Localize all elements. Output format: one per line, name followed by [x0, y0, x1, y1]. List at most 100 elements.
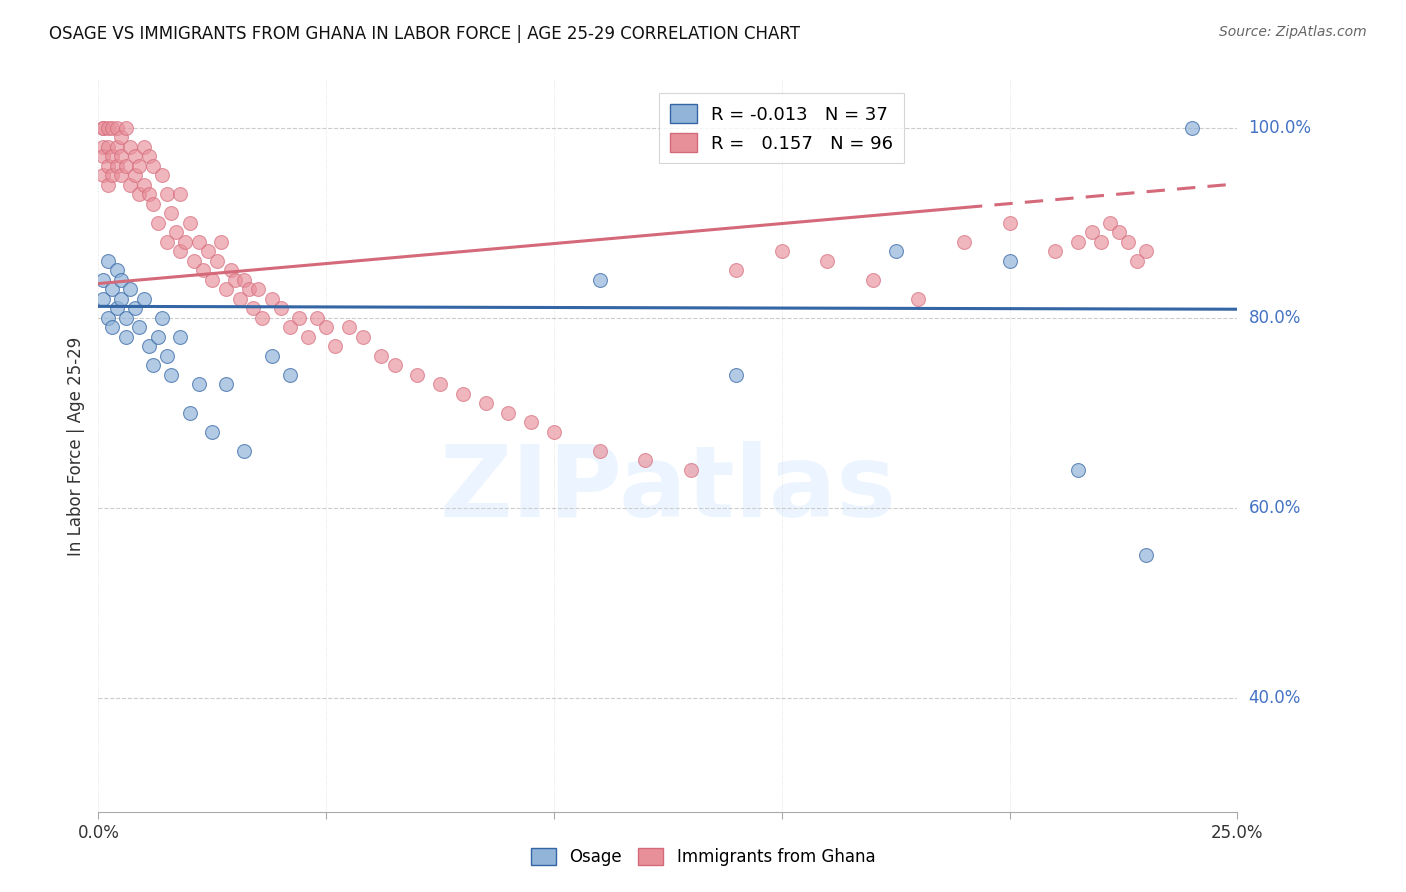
Point: [179, 406, 201, 420]
Point: [101, 282, 124, 296]
Point: [91, 120, 114, 135]
Point: [156, 349, 179, 363]
Point: [96, 140, 118, 154]
Point: [205, 253, 228, 268]
Point: [91, 292, 114, 306]
Point: [124, 301, 146, 316]
Point: [451, 386, 474, 401]
Point: [128, 187, 150, 202]
Point: [1098, 216, 1121, 230]
Point: [110, 130, 132, 145]
Point: [124, 168, 146, 182]
Point: [132, 140, 155, 154]
Point: [270, 301, 292, 316]
Point: [209, 235, 232, 249]
Point: [114, 120, 136, 135]
Point: [323, 339, 346, 353]
Point: [91, 140, 114, 154]
Point: [160, 368, 183, 382]
Point: [101, 168, 124, 182]
Point: [337, 320, 360, 334]
Point: [634, 453, 657, 467]
Text: 80.0%: 80.0%: [1249, 309, 1301, 326]
Point: [238, 282, 260, 296]
Point: [1080, 225, 1102, 239]
Point: [110, 168, 132, 182]
Point: [1108, 225, 1130, 239]
Point: [884, 244, 907, 259]
Point: [406, 368, 429, 382]
Point: [169, 330, 191, 344]
Point: [588, 443, 610, 458]
Point: [156, 187, 179, 202]
Point: [242, 301, 264, 316]
Point: [520, 415, 543, 429]
Point: [101, 149, 124, 163]
Point: [384, 358, 406, 372]
Point: [124, 149, 146, 163]
Point: [233, 273, 256, 287]
Point: [543, 425, 565, 439]
Point: [474, 396, 496, 410]
Point: [252, 310, 274, 325]
Point: [96, 159, 118, 173]
Point: [138, 149, 160, 163]
Point: [193, 263, 215, 277]
Point: [260, 349, 283, 363]
Point: [725, 263, 748, 277]
Point: [228, 292, 250, 306]
Point: [429, 377, 451, 392]
Point: [138, 339, 160, 353]
Point: [1181, 120, 1204, 135]
Point: [128, 159, 150, 173]
Legend: R = -0.013   N = 37, R =   0.157   N = 96: R = -0.013 N = 37, R = 0.157 N = 96: [659, 93, 904, 163]
Point: [142, 159, 165, 173]
Point: [1135, 548, 1157, 562]
Point: [96, 253, 118, 268]
Point: [1135, 244, 1157, 259]
Point: [1116, 235, 1139, 249]
Point: [179, 216, 201, 230]
Point: [169, 187, 191, 202]
Point: [278, 320, 301, 334]
Text: 60.0%: 60.0%: [1249, 499, 1301, 516]
Point: [219, 263, 242, 277]
Point: [998, 216, 1021, 230]
Point: [498, 406, 520, 420]
Text: 100.0%: 100.0%: [1249, 119, 1312, 136]
Point: [215, 377, 238, 392]
Point: [183, 253, 205, 268]
Point: [146, 330, 169, 344]
Point: [105, 263, 128, 277]
Point: [224, 273, 246, 287]
Point: [156, 235, 179, 249]
Point: [105, 301, 128, 316]
Point: [352, 330, 374, 344]
Point: [278, 368, 301, 382]
Point: [165, 225, 187, 239]
Point: [1090, 235, 1112, 249]
Legend: Osage, Immigrants from Ghana: Osage, Immigrants from Ghana: [524, 841, 882, 873]
Point: [160, 206, 183, 220]
Point: [169, 244, 191, 259]
Point: [1067, 235, 1090, 249]
Point: [128, 320, 150, 334]
Point: [1067, 463, 1090, 477]
Point: [120, 282, 142, 296]
Point: [1043, 244, 1066, 259]
Point: [201, 273, 224, 287]
Point: [110, 149, 132, 163]
Point: [307, 310, 329, 325]
Point: [101, 320, 124, 334]
Point: [142, 196, 165, 211]
Point: [91, 273, 114, 287]
Point: [174, 235, 197, 249]
Point: [862, 273, 884, 287]
Point: [187, 235, 209, 249]
Point: [132, 292, 155, 306]
Point: [101, 120, 124, 135]
Point: [105, 159, 128, 173]
Point: [588, 273, 610, 287]
Point: [197, 244, 219, 259]
Point: [187, 377, 209, 392]
